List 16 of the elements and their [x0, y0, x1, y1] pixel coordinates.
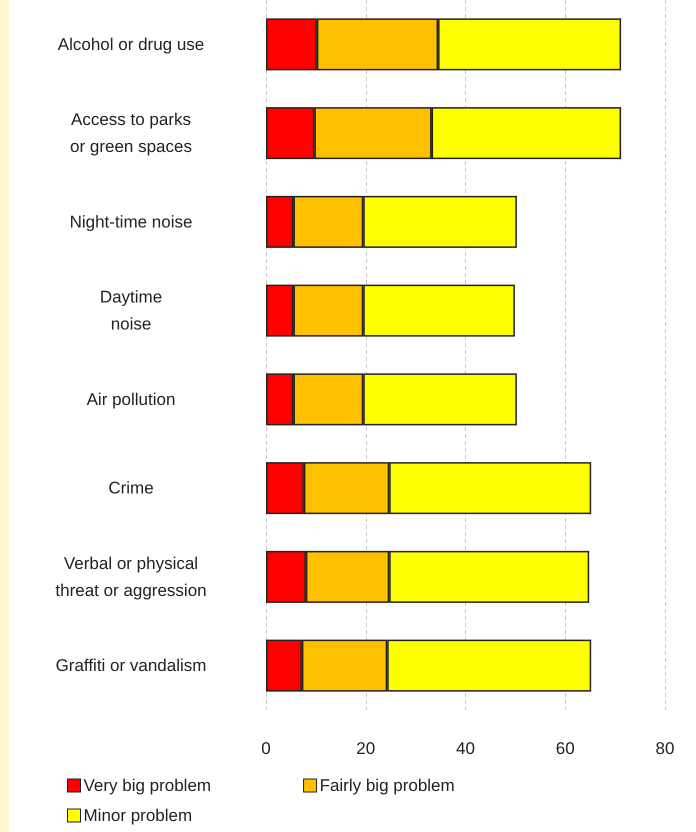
- y-tick-label: Graffiti or vandalism: [56, 656, 206, 676]
- x-tick-label: 20: [356, 739, 376, 758]
- x-tick-label: 60: [556, 739, 575, 758]
- y-tick-label: Crime: [108, 478, 154, 498]
- x-tick-label: 40: [456, 739, 475, 758]
- x-tick-label: 80: [656, 739, 674, 758]
- y-tick-label: Night-time noise: [70, 212, 192, 232]
- legend-label: Fairly big problem: [320, 776, 455, 795]
- x-tick-label: 0: [261, 739, 271, 758]
- legend-label: Very big problem: [84, 776, 212, 795]
- y-tick-label: Verbal or physical threat or aggression: [55, 554, 207, 600]
- y-tick-label: Air pollution: [86, 390, 176, 409]
- legend-label: Minor problem: [84, 806, 192, 825]
- y-tick-label: Alcohol or drug use: [58, 34, 204, 54]
- y-tick-label: Daytime noise: [100, 288, 162, 334]
- y-tick-label: Access to parks or green spaces: [70, 110, 192, 156]
